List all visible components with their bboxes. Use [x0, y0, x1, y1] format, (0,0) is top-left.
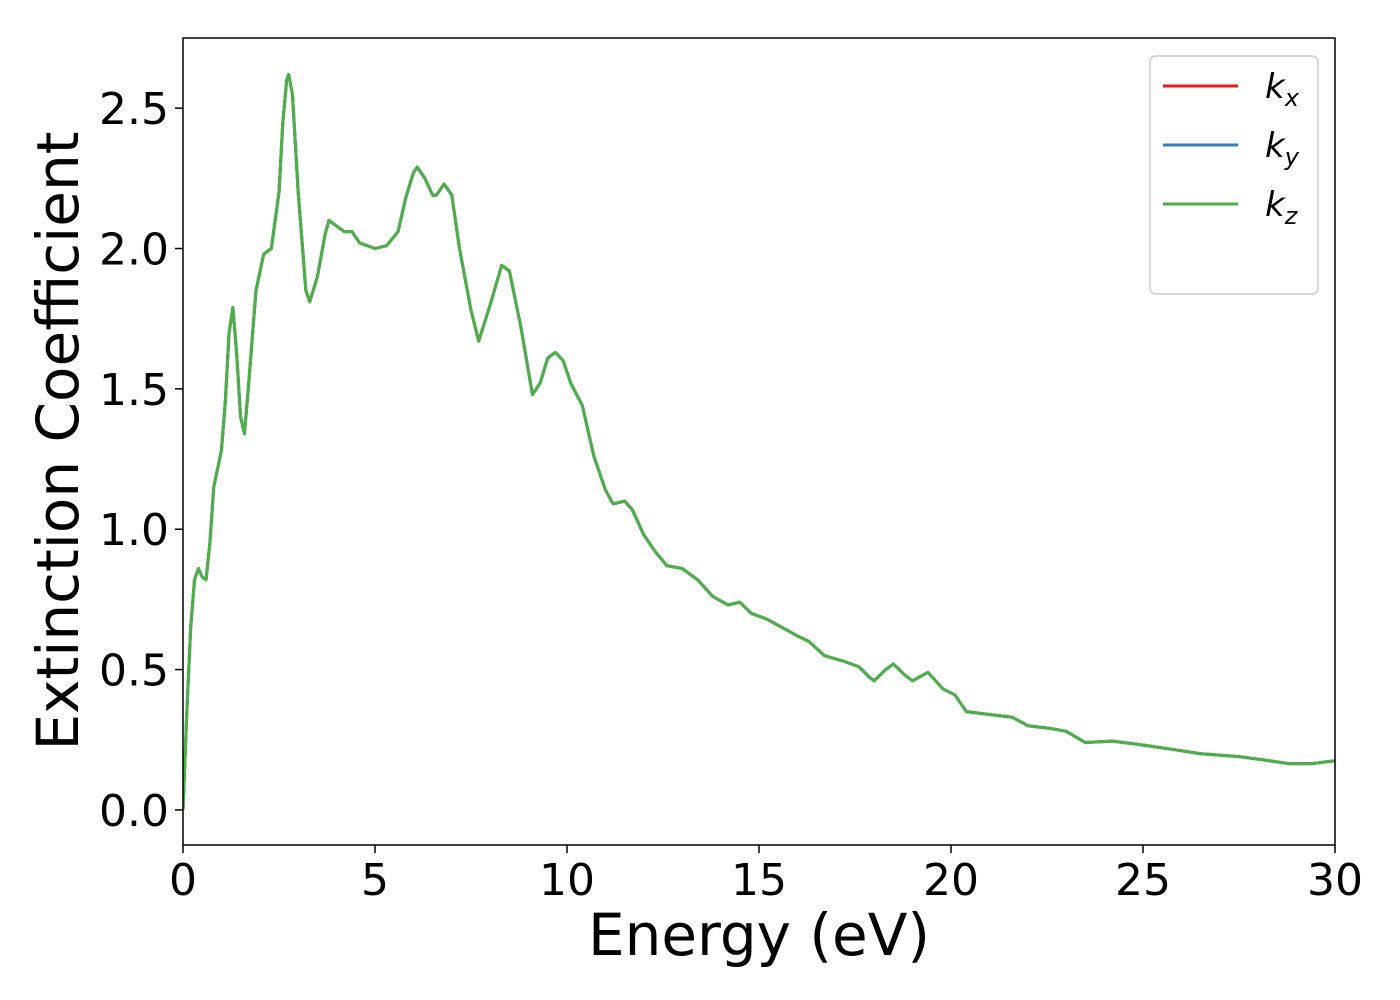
plot-frame: [182, 37, 1336, 846]
x-tick-label: 20: [923, 855, 979, 906]
y-tick-label: 2.5: [99, 84, 169, 135]
x-tick-label: 0: [169, 855, 197, 906]
y-tick-label: 1.0: [99, 505, 169, 556]
y-axis-label: Extinction Coefficient: [24, 132, 92, 751]
y-tick-label: 0.0: [99, 786, 169, 837]
legend-label: ky: [1265, 126, 1300, 171]
x-tick-label: 5: [361, 855, 389, 906]
y-tick-label: 1.5: [99, 365, 169, 416]
x-tick-label: 10: [539, 855, 595, 906]
y-tick-label: 2.0: [99, 225, 169, 276]
legend-label: kx: [1265, 67, 1300, 112]
x-axis-label: Energy (eV): [588, 901, 930, 969]
x-tick-label: 25: [1115, 855, 1171, 906]
legend-frame: [1149, 55, 1319, 295]
y-tick-label: 0.5: [99, 646, 169, 697]
data-line: [183, 72, 1335, 810]
legend-label: kz: [1265, 185, 1299, 230]
x-tick-label: 15: [731, 855, 787, 906]
x-tick-label: 30: [1307, 855, 1363, 906]
